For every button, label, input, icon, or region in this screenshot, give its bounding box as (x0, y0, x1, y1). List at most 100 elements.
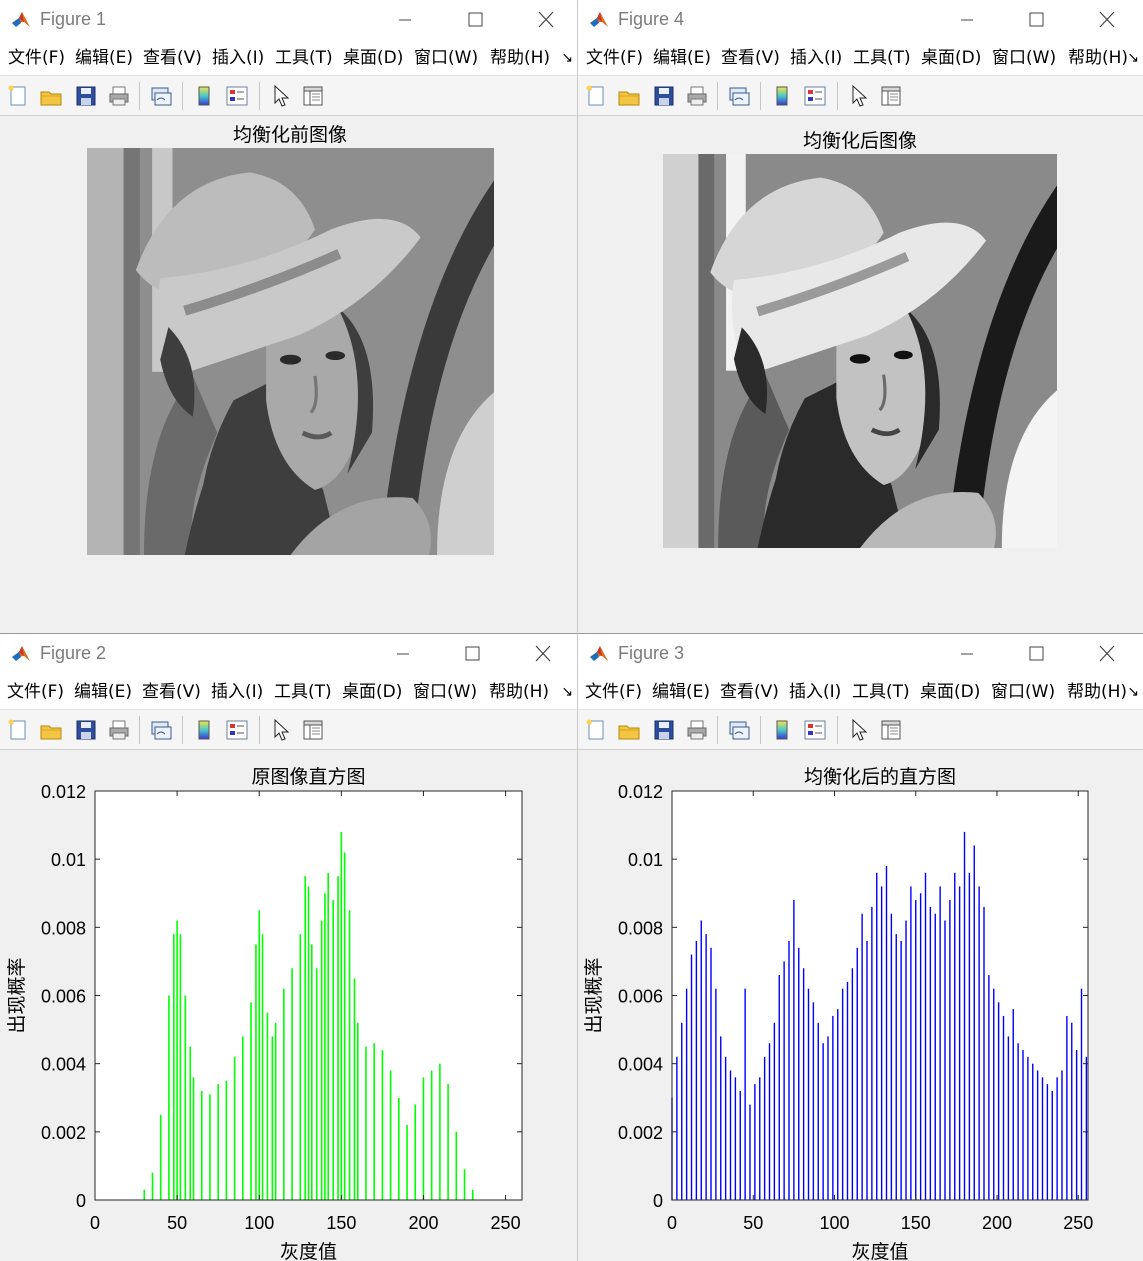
colorbar-button[interactable] (192, 718, 216, 742)
property-inspector-button[interactable] (301, 718, 325, 742)
menu-item-0[interactable]: 文件(F) (585, 682, 643, 702)
equalized-image (663, 154, 1057, 548)
menu-item-7[interactable]: 帮助(H) (489, 682, 550, 702)
menu-item-3[interactable]: 插入(I) (790, 48, 843, 68)
title-bar[interactable]: Figure 3 (578, 634, 1143, 674)
menu-item-6[interactable]: 窗口(W) (414, 48, 479, 68)
menu-overflow-icon[interactable]: ↘ (1127, 684, 1139, 700)
maximize-button[interactable] (461, 644, 483, 664)
print-button[interactable] (107, 84, 131, 108)
open-file-button[interactable] (39, 84, 63, 108)
open-file-button[interactable] (39, 718, 63, 742)
save-button[interactable] (74, 84, 98, 108)
menu-item-3[interactable]: 插入(I) (211, 682, 264, 702)
menu-item-0[interactable]: 文件(F) (586, 48, 644, 68)
link-plot-button[interactable] (149, 718, 173, 742)
histogram-bar (1017, 1043, 1019, 1200)
menu-item-6[interactable]: 窗口(W) (413, 682, 478, 702)
figure-canvas[interactable]: 0 50 100 150 200 250 0 0.002 0.004 0.006 0.008 0.01… (578, 751, 1143, 1261)
menu-item-2[interactable]: 查看(V) (143, 48, 202, 68)
histogram-bar (1085, 1056, 1088, 1200)
maximize-button[interactable] (1025, 10, 1047, 30)
menu-item-7[interactable]: 帮助(H) (1067, 682, 1128, 702)
menu-item-6[interactable]: 窗口(W) (992, 48, 1057, 68)
link-plot-button[interactable] (727, 718, 751, 742)
menu-item-2[interactable]: 查看(V) (720, 682, 779, 702)
y-tick-label: 0.006 (41, 987, 86, 1007)
legend-button[interactable] (225, 84, 249, 108)
minimize-button[interactable] (956, 10, 978, 30)
title-bar[interactable]: Figure 1 (0, 0, 577, 40)
figure-canvas[interactable]: 均衡化后图像 (578, 117, 1143, 633)
save-button[interactable] (652, 84, 676, 108)
menu-item-0[interactable]: 文件(F) (7, 682, 65, 702)
menu-item-5[interactable]: 桌面(D) (920, 682, 981, 702)
legend-button[interactable] (225, 718, 249, 742)
menu-item-5[interactable]: 桌面(D) (343, 48, 404, 68)
menu-item-4[interactable]: 工具(T) (852, 682, 910, 702)
minimize-button[interactable] (394, 10, 416, 30)
menu-overflow-icon[interactable]: ↘ (1127, 50, 1139, 66)
edit-plot-arrow-button[interactable] (268, 718, 292, 742)
colorbar-button[interactable] (192, 84, 216, 108)
minimize-button[interactable] (956, 644, 978, 664)
new-figure-button[interactable] (6, 718, 30, 742)
menu-item-7[interactable]: 帮助(H) (490, 48, 551, 68)
menu-item-3[interactable]: 插入(I) (212, 48, 265, 68)
property-inspector-button[interactable] (879, 84, 903, 108)
edit-plot-arrow-button[interactable] (846, 84, 870, 108)
figure-canvas[interactable]: 均衡化前图像 (0, 117, 577, 633)
new-figure-button[interactable] (6, 84, 30, 108)
close-button[interactable] (535, 10, 557, 30)
new-figure-button[interactable] (584, 84, 608, 108)
legend-button[interactable] (803, 718, 827, 742)
menu-item-1[interactable]: 编辑(E) (653, 48, 712, 68)
open-file-button[interactable] (617, 84, 641, 108)
figure-canvas[interactable]: 0 50 100 150 200 250 0 0.002 0.004 0.006 0.008 0.01… (0, 751, 577, 1261)
menu-item-2[interactable]: 查看(V) (142, 682, 201, 702)
minimize-button[interactable] (392, 644, 414, 664)
colorbar-button[interactable] (770, 718, 794, 742)
x-tick-label: 0 (667, 1213, 677, 1233)
maximize-button[interactable] (464, 10, 486, 30)
save-button[interactable] (652, 718, 676, 742)
y-tick-label: 0 (76, 1191, 86, 1211)
menu-item-1[interactable]: 编辑(E) (75, 48, 134, 68)
menu-item-5[interactable]: 桌面(D) (342, 682, 403, 702)
menu-item-4[interactable]: 工具(T) (274, 682, 332, 702)
menu-item-4[interactable]: 工具(T) (275, 48, 333, 68)
edit-plot-arrow-button[interactable] (268, 84, 292, 108)
colorbar-button[interactable] (770, 84, 794, 108)
link-plot-button[interactable] (149, 84, 173, 108)
property-inspector-button[interactable] (301, 84, 325, 108)
menu-item-1[interactable]: 编辑(E) (652, 682, 711, 702)
legend-button[interactable] (803, 84, 827, 108)
link-plot-button[interactable] (727, 84, 751, 108)
print-button[interactable] (685, 718, 709, 742)
menu-overflow-icon[interactable]: ↘ (561, 50, 573, 66)
new-figure-button[interactable] (584, 718, 608, 742)
maximize-button[interactable] (1025, 644, 1047, 664)
menu-item-1[interactable]: 编辑(E) (74, 682, 133, 702)
menu-item-4[interactable]: 工具(T) (853, 48, 911, 68)
print-button[interactable] (107, 718, 131, 742)
menu-item-0[interactable]: 文件(F) (8, 48, 66, 68)
save-button[interactable] (74, 718, 98, 742)
new-figure-icon (6, 719, 30, 746)
close-button[interactable] (1096, 10, 1118, 30)
legend-icon (225, 720, 249, 746)
menu-item-2[interactable]: 查看(V) (721, 48, 780, 68)
close-button[interactable] (1096, 644, 1118, 664)
menu-item-5[interactable]: 桌面(D) (921, 48, 982, 68)
menu-overflow-icon[interactable]: ↘ (561, 684, 573, 700)
menu-item-6[interactable]: 窗口(W) (991, 682, 1056, 702)
menu-item-7[interactable]: 帮助(H) (1068, 48, 1129, 68)
print-button[interactable] (685, 84, 709, 108)
close-button[interactable] (532, 644, 554, 664)
property-inspector-button[interactable] (879, 718, 903, 742)
edit-plot-arrow-button[interactable] (846, 718, 870, 742)
open-file-button[interactable] (617, 718, 641, 742)
menu-item-3[interactable]: 插入(I) (789, 682, 842, 702)
title-bar[interactable]: Figure 2 (0, 634, 577, 674)
title-bar[interactable]: Figure 4 (578, 0, 1143, 40)
